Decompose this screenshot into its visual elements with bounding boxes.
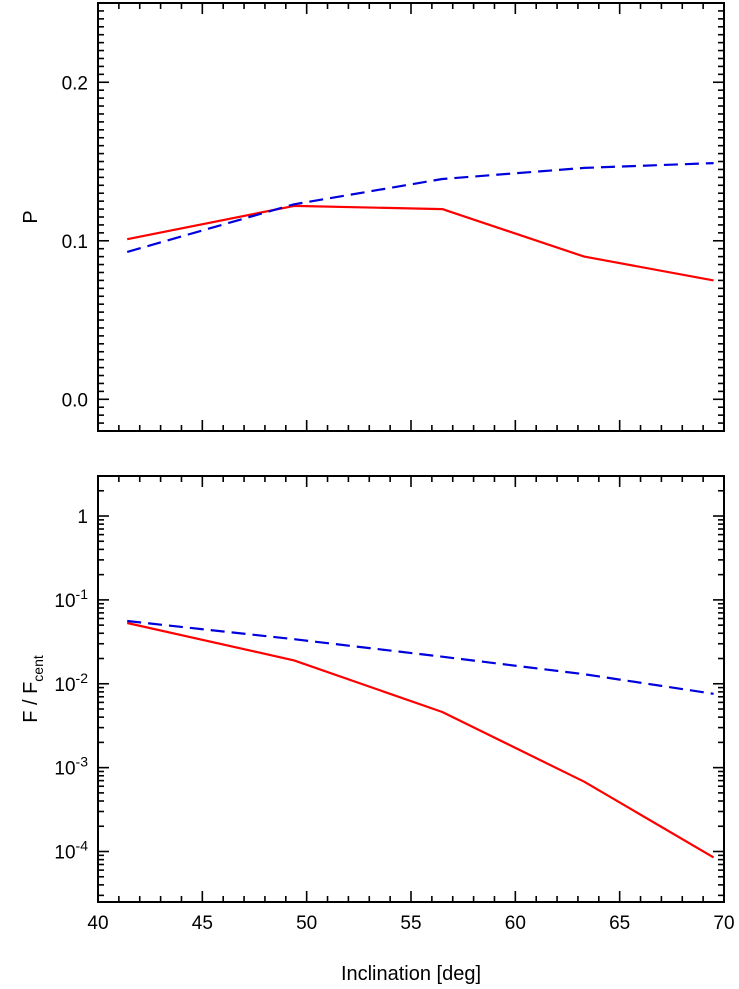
y-tick-label-bottom: 10-3 (54, 754, 88, 780)
x-axis-title: Inclination [deg] (341, 963, 481, 985)
y-tick-label-bottom: 10-4 (54, 838, 88, 864)
y-tick-label-top: 0.0 (62, 390, 88, 411)
y-axis-title-bottom: F / Fcent (20, 655, 46, 723)
plot-frame-bottom (97, 475, 725, 903)
series-line-dashed-top (126, 162, 714, 253)
panel-polarization: 0.0 0.1 0.2 P (20, 2, 725, 432)
y-tick-label-exponent: -2 (76, 670, 89, 686)
tick-labels-top: 0.0 0.1 0.2 (62, 73, 88, 411)
y-tick-label-bottom: 1 (77, 507, 88, 528)
series-bottom (126, 619, 715, 859)
y-axis-title-top: P (20, 210, 42, 223)
y-tick-label-bottom: 10-1 (54, 586, 88, 612)
plot-frame-top (97, 2, 725, 432)
series-top (126, 162, 714, 282)
y-tick-label-base: 10 (54, 759, 75, 780)
x-tick-label-bottom: 70 (713, 913, 734, 934)
y-axis-title-subscript: cent (30, 655, 46, 682)
x-tick-label-bottom: 45 (192, 913, 213, 934)
series-line-solid-top (126, 204, 714, 282)
x-tick-label-bottom: 55 (400, 913, 421, 934)
series-line-solid-bottom (126, 621, 715, 859)
y-tick-label-exponent: -1 (76, 586, 89, 602)
ticks-bottom (97, 475, 725, 902)
y-tick-label-exponent: -4 (76, 838, 89, 854)
y-tick-label-bottom: 10-2 (54, 670, 88, 696)
y-tick-label-top: 0.1 (62, 232, 88, 253)
y-tick-label-base: 10 (54, 675, 75, 696)
x-tick-label-bottom: 40 (87, 913, 108, 934)
x-tick-label-bottom: 60 (505, 913, 526, 934)
y-tick-label-top: 0.2 (62, 73, 88, 94)
y-tick-label-base: 1 (77, 507, 88, 528)
series-line-dashed-bottom (127, 619, 714, 695)
x-tick-label-bottom: 50 (296, 913, 317, 934)
y-tick-label-base: 10 (54, 591, 75, 612)
y-axis-title-main: F / F (20, 682, 42, 723)
y-tick-label-base: 10 (54, 843, 75, 864)
ticks-top (97, 2, 725, 432)
x-tick-label-bottom: 65 (609, 913, 630, 934)
y-tick-label-exponent: -3 (76, 754, 89, 770)
